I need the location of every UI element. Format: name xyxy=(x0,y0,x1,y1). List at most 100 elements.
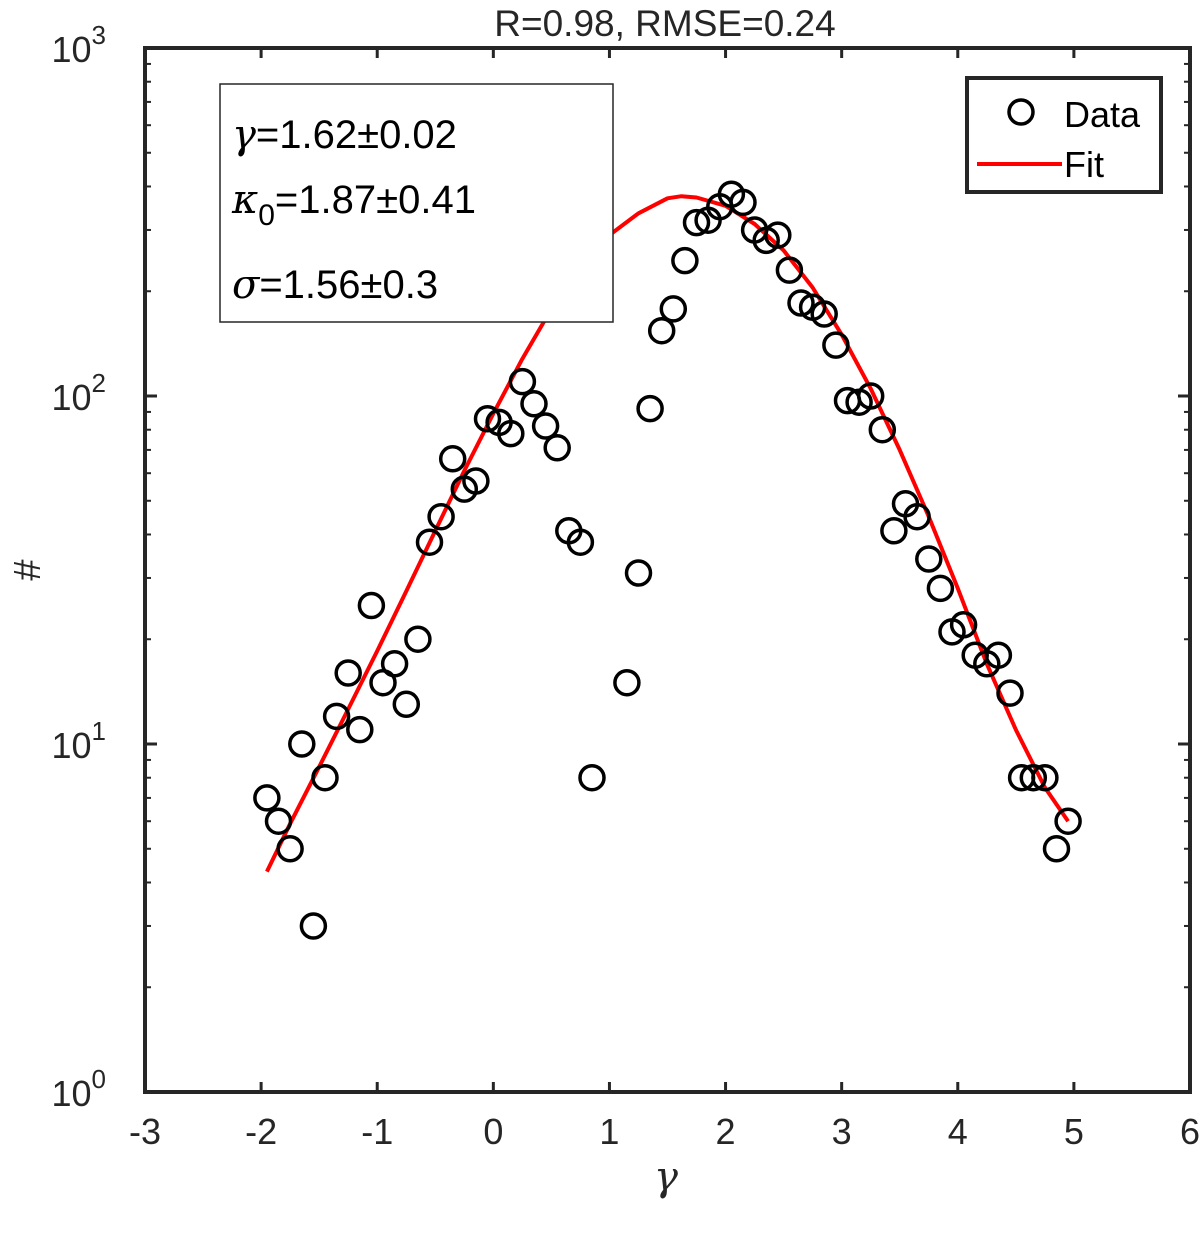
data-point xyxy=(729,188,757,217)
axes-frame xyxy=(143,46,1192,1094)
data-point xyxy=(276,835,304,863)
data-point xyxy=(264,807,293,835)
legend: Data Fit xyxy=(965,76,1163,194)
data-point xyxy=(764,221,792,249)
x-tick-label: -2 xyxy=(245,1111,277,1152)
data-point xyxy=(357,591,386,620)
annotation-kappa-symbol: κ xyxy=(231,177,258,223)
data-point xyxy=(346,715,374,744)
x-tick-label: 4 xyxy=(948,1111,968,1152)
data-point xyxy=(856,382,885,410)
data-point xyxy=(415,528,444,556)
y-tick-label: 100 xyxy=(51,1064,106,1114)
data-point xyxy=(880,517,908,545)
y-tick-label-base: 10 xyxy=(51,1073,91,1114)
x-tick-label: -3 xyxy=(129,1111,161,1152)
annotation-sigma: σ=1.56±0.3 xyxy=(232,262,438,308)
annotation-gamma-symbol: γ xyxy=(232,112,256,158)
data-point xyxy=(253,784,281,812)
y-tick-label-exponent: 1 xyxy=(92,716,106,746)
data-point xyxy=(775,256,804,284)
y-tick-label: 101 xyxy=(51,716,106,766)
data-point xyxy=(299,912,328,940)
y-tick-label: 103 xyxy=(51,20,106,70)
x-axis-ticks: -3 -2 -1 0 1 2 3 4 5 6 xyxy=(129,48,1200,1152)
data-point xyxy=(497,419,525,448)
data-point xyxy=(810,300,838,328)
data-point xyxy=(427,502,455,531)
data-point xyxy=(659,295,688,323)
data-point xyxy=(1019,763,1048,792)
annotation-kappa: κ0=1.87±0.41 xyxy=(231,177,476,232)
annotation-kappa-subscript: 0 xyxy=(258,199,275,232)
y-tick-label-exponent: 3 xyxy=(92,20,106,50)
x-axis-label: γ xyxy=(654,1154,678,1200)
y-tick-label-base: 10 xyxy=(51,29,91,70)
data-point xyxy=(984,641,1013,669)
data-point xyxy=(903,502,931,531)
y-axis-label: # xyxy=(7,559,49,580)
data-point xyxy=(462,467,490,495)
data-point xyxy=(543,434,571,462)
data-point xyxy=(671,246,699,275)
annotation-sigma-symbol: σ xyxy=(232,262,261,308)
data-point xyxy=(624,559,653,587)
y-tick-label: 102 xyxy=(51,368,106,418)
fit-curve xyxy=(265,194,1070,873)
x-tick-label: 5 xyxy=(1064,1111,1084,1152)
data-point xyxy=(531,412,560,440)
x-tick-label: -1 xyxy=(361,1111,393,1152)
data-point xyxy=(915,545,943,573)
x-tick-label: 2 xyxy=(716,1111,736,1152)
data-point xyxy=(926,574,955,603)
y-tick-label-exponent: 0 xyxy=(92,1064,106,1094)
data-point xyxy=(868,415,897,444)
data-point xyxy=(822,331,850,359)
y-tick-label-exponent: 2 xyxy=(92,368,106,398)
data-point xyxy=(566,528,595,556)
data-point xyxy=(438,445,467,473)
x-tick-label: 6 xyxy=(1180,1111,1200,1152)
legend-data-marker xyxy=(1007,98,1035,126)
data-point xyxy=(682,208,711,237)
data-point xyxy=(473,405,502,433)
x-tick-label: 1 xyxy=(599,1111,619,1152)
data-point xyxy=(404,625,432,653)
y-tick-label-base: 10 xyxy=(51,377,91,418)
data-point xyxy=(508,367,537,396)
data-point xyxy=(949,611,978,639)
data-point xyxy=(636,394,664,423)
data-point xyxy=(647,316,676,345)
data-point xyxy=(578,763,606,792)
annotation-box-frame xyxy=(219,83,614,323)
data-point xyxy=(311,763,339,792)
x-tick-label: 3 xyxy=(832,1111,852,1152)
data-point xyxy=(392,690,421,719)
data-point xyxy=(334,659,362,687)
fit-layer xyxy=(265,194,1070,873)
data-point xyxy=(520,390,548,418)
data-point xyxy=(288,730,316,758)
annotation-box: γ=1.62±0.02 κ0=1.87±0.41 σ=1.56±0.3 xyxy=(219,83,614,323)
x-tick-label: 0 xyxy=(483,1111,503,1152)
chart-title: R=0.98, RMSE=0.24 xyxy=(494,3,835,44)
data-point xyxy=(1042,835,1071,863)
annotation-gamma-value: =1.62±0.02 xyxy=(256,113,457,157)
data-point xyxy=(322,702,351,731)
data-point xyxy=(380,650,409,678)
data-point xyxy=(1031,763,1059,792)
legend-data-label: Data xyxy=(1064,94,1141,135)
data-point xyxy=(613,668,641,697)
data-point xyxy=(996,679,1024,707)
legend-fit-label: Fit xyxy=(1064,144,1104,185)
legend-frame xyxy=(965,76,1163,194)
data-point xyxy=(787,289,815,317)
data-layer xyxy=(253,180,1082,940)
annotation-sigma-value: =1.56±0.3 xyxy=(259,263,438,307)
y-tick-label-base: 10 xyxy=(51,725,91,766)
annotation-gamma: γ=1.62±0.02 xyxy=(232,112,457,158)
data-point xyxy=(1054,807,1082,835)
annotation-kappa-value: =1.87±0.41 xyxy=(275,178,476,222)
